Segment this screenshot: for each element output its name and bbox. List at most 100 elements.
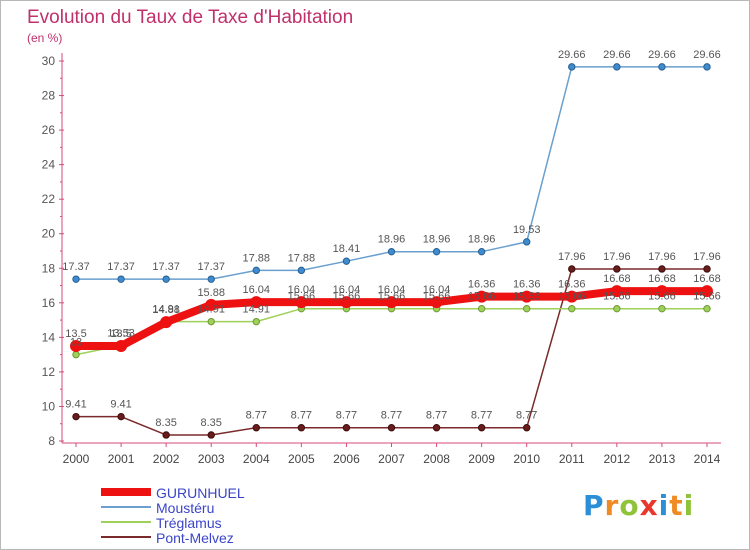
legend-item: Pont-Melvez [101,530,341,546]
x-tick-label: 2013 [649,452,676,466]
data-point [340,296,353,309]
logo-letter: x [639,489,659,522]
legend: GURUNHUEL Moustéru Tréglamus Pont-Melvez [101,485,341,546]
data-point [162,275,170,283]
data-point [387,424,396,432]
data-label: 29.66 [693,49,721,61]
data-label: 18.96 [378,234,406,246]
data-label: 17.37 [197,261,225,273]
data-label: 17.37 [62,261,90,273]
data-label: 8.77 [426,410,447,422]
data-point [430,296,443,309]
data-point [72,412,80,421]
x-tick-label: 2003 [198,452,225,466]
legend-swatch [101,488,151,496]
data-point [342,257,351,265]
data-label: 15.88 [197,287,225,299]
data-point [207,275,215,283]
data-label: 17.37 [152,261,180,273]
data-point [655,285,668,298]
data-label: 15.66 [333,291,361,303]
x-tick-label: 2005 [288,452,315,466]
data-point [658,63,666,71]
legend-swatch [101,521,151,523]
data-point [70,340,82,352]
chart-title: Evolution du Taux de Taxe d'Habitation [27,7,354,28]
logo-letter: o [619,489,640,522]
data-label: 13.5 [110,328,131,340]
data-point [520,290,533,303]
data-label: 29.66 [648,49,676,61]
data-point [385,296,398,309]
data-label: 19.53 [513,224,541,236]
x-tick-label: 2001 [108,452,135,466]
x-tick-label: 2010 [513,452,540,466]
data-label: 8.77 [471,410,492,422]
data-point [387,247,396,256]
data-point [613,265,621,273]
data-point [523,238,531,246]
legend-item: Moustéru [101,500,341,516]
chart-subtitle: (en %) [27,31,63,45]
data-label: 16.04 [333,284,361,296]
series-pont-melvez [72,265,711,439]
logo-letter: t [669,489,684,522]
data-label: 15.66 [288,291,316,303]
data-label: 15.66 [513,291,541,303]
data-label: 14.91 [152,304,180,316]
data-point [568,265,576,273]
data-point [475,290,488,303]
proxiti-logo: Proxiti [583,489,694,522]
data-point [568,63,576,71]
series-moustéru [72,63,711,283]
x-tick-label: 2011 [559,452,585,466]
data-label: 15.66 [693,291,721,303]
data-point [297,266,306,275]
data-label: 15.66 [603,291,631,303]
data-point [160,316,173,329]
data-label: 15.66 [468,291,496,303]
data-point [207,317,215,326]
data-label: 8.77 [336,410,357,422]
y-tick-label: 16 [42,296,56,310]
y-tick-label: 8 [48,434,55,448]
x-tick-label: 2008 [423,452,450,466]
legend-item: Tréglamus [101,515,341,531]
data-label: 18.96 [468,234,496,246]
data-label: 8.77 [246,410,267,422]
data-label: 8.77 [291,410,312,422]
legend-swatch [101,506,151,508]
data-label: 17.96 [603,251,631,263]
logo-letter: P [583,489,605,522]
x-tick-label: 2007 [378,452,405,466]
data-point [205,298,218,311]
x-tick-label: 2012 [604,452,631,466]
y-tick-label: 26 [42,123,56,137]
x-tick-label: 2009 [468,452,495,466]
y-tick-label: 10 [42,399,56,413]
legend-label: Tréglamus [156,515,222,531]
data-point [297,424,306,432]
data-point [658,304,666,313]
data-label: 17.88 [243,252,271,264]
data-point [252,317,260,326]
data-label: 14.88 [152,304,180,316]
data-label: 15.66 [558,291,586,303]
data-label: 29.66 [558,49,586,61]
data-point [72,275,80,283]
data-point [523,304,531,313]
data-point [115,340,128,352]
x-tick-label: 2006 [333,452,360,466]
data-label: 14.91 [197,304,225,316]
data-point [477,247,486,256]
data-point [342,424,351,432]
y-tick-label: 18 [42,261,56,275]
legend-swatch [101,536,151,538]
x-tick-label: 2004 [243,452,270,466]
data-point [432,247,441,256]
y-tick-label: 30 [42,54,56,68]
data-point [568,304,576,313]
legend-label: Moustéru [156,500,215,516]
data-label: 8.77 [516,410,537,422]
data-label: 16.36 [513,279,541,291]
